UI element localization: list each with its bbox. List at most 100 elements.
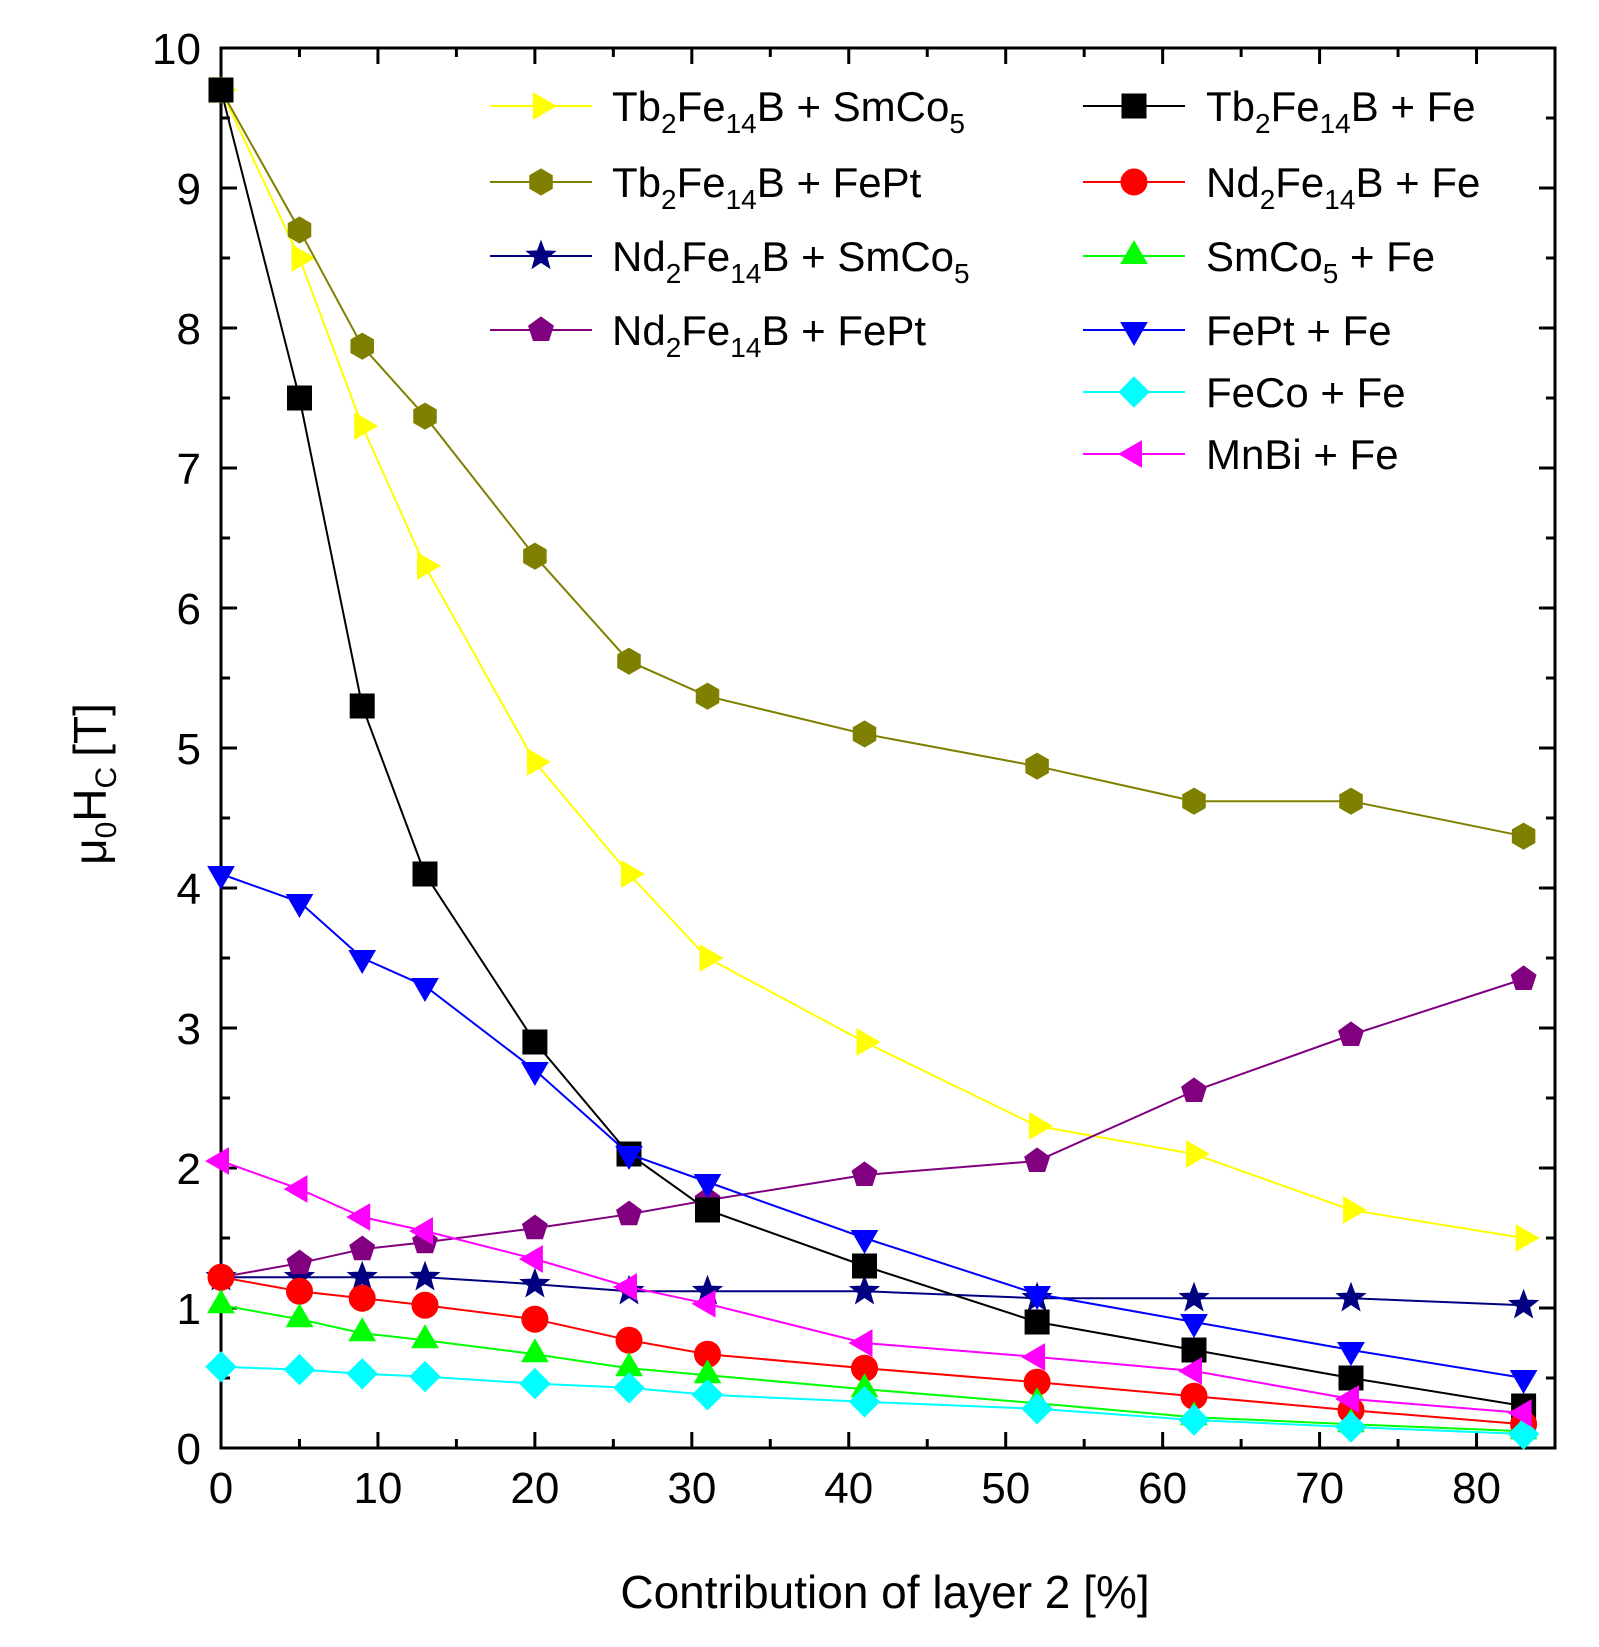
data-point bbox=[411, 1324, 439, 1349]
legend-entry: Tb2Fe14B + SmCo5 bbox=[490, 83, 965, 139]
data-point bbox=[848, 1386, 881, 1418]
data-point bbox=[408, 1217, 433, 1245]
y-tick-label: 5 bbox=[177, 725, 201, 774]
data-point bbox=[1181, 1077, 1207, 1103]
y-tick-label: 7 bbox=[177, 445, 201, 494]
x-tick-label: 40 bbox=[824, 1464, 873, 1513]
legend-label: FeCo + Fe bbox=[1206, 369, 1406, 416]
y-tick-label: 1 bbox=[177, 1285, 201, 1334]
x-tick-label: 70 bbox=[1295, 1464, 1344, 1513]
y-tick-label: 6 bbox=[177, 585, 201, 634]
data-point bbox=[615, 1326, 643, 1354]
data-point bbox=[1021, 1393, 1053, 1425]
data-point bbox=[207, 1289, 235, 1314]
legend-entry: Tb2Fe14B + FePt bbox=[490, 159, 922, 215]
data-point bbox=[518, 1245, 543, 1273]
x-tick-label: 10 bbox=[353, 1464, 402, 1513]
series-line bbox=[220, 89, 1524, 838]
data-point bbox=[1337, 1342, 1365, 1367]
data-point bbox=[621, 860, 646, 888]
x-tick-label: 0 bbox=[209, 1464, 233, 1513]
data-point bbox=[695, 682, 720, 710]
legend-label: SmCo5 + Fe bbox=[1206, 233, 1435, 289]
series-tb2fe14b-fe bbox=[208, 77, 1537, 1419]
data-point bbox=[616, 1200, 642, 1226]
data-point bbox=[523, 542, 547, 570]
legend-entry: Nd2Fe14B + FePt bbox=[490, 307, 926, 363]
data-point bbox=[1182, 787, 1206, 815]
series-line bbox=[220, 89, 1524, 1239]
data-point bbox=[1335, 1281, 1367, 1312]
data-point bbox=[693, 1174, 722, 1199]
series-layer bbox=[204, 76, 1540, 1450]
series-mnbi-fe bbox=[204, 1147, 1532, 1427]
x-tick-label: 50 bbox=[981, 1464, 1030, 1513]
x-tick-label: 60 bbox=[1138, 1464, 1187, 1513]
data-point bbox=[1021, 1343, 1046, 1371]
legend: Tb2Fe14B + SmCo5 Tb2Fe14B + FePt Nd2Fe14B … bbox=[490, 83, 1480, 478]
data-point bbox=[1338, 1365, 1364, 1391]
x-axis-label: Contribution of layer 2 [%] bbox=[620, 1566, 1149, 1618]
legend-marker bbox=[528, 316, 554, 342]
data-point bbox=[1334, 1385, 1359, 1413]
data-point bbox=[413, 402, 437, 430]
legend-marker bbox=[525, 239, 557, 270]
data-point bbox=[286, 1249, 313, 1275]
series-line bbox=[221, 1276, 1524, 1307]
data-point bbox=[1507, 1399, 1532, 1427]
legend-marker bbox=[1120, 322, 1148, 347]
legend-marker bbox=[533, 92, 558, 120]
data-point bbox=[521, 1214, 548, 1240]
data-point bbox=[1338, 1021, 1364, 1047]
data-point bbox=[208, 77, 234, 103]
data-point bbox=[348, 1317, 377, 1342]
legend-marker bbox=[1120, 239, 1148, 264]
data-point bbox=[848, 1274, 881, 1305]
data-point bbox=[521, 1062, 549, 1087]
data-point bbox=[204, 1147, 229, 1175]
legend-label: FePt + Fe bbox=[1206, 307, 1392, 354]
data-point bbox=[1335, 1411, 1367, 1443]
legend-label: Tb2Fe14B + FePt bbox=[612, 159, 922, 215]
data-point bbox=[851, 1161, 878, 1187]
legend-marker bbox=[1120, 168, 1148, 196]
data-point bbox=[526, 748, 551, 776]
data-point bbox=[346, 1203, 371, 1231]
data-point bbox=[354, 412, 379, 440]
y-tick-label: 2 bbox=[177, 1145, 201, 1194]
series-line bbox=[220, 1160, 1524, 1414]
x-tick-label: 20 bbox=[510, 1464, 559, 1513]
data-point bbox=[411, 1291, 439, 1319]
y-label-sub-c: C bbox=[90, 767, 123, 789]
legend-entry: SmCo5 + Fe bbox=[1083, 233, 1435, 289]
series-tb2fe14b-fept bbox=[209, 76, 1536, 850]
data-point bbox=[350, 332, 374, 360]
y-label-mu: μ bbox=[64, 838, 116, 865]
y-label-h: H bbox=[64, 788, 116, 821]
data-point bbox=[519, 1367, 551, 1400]
legend-entry: Nd2Fe14B + SmCo5 bbox=[490, 233, 970, 289]
data-point bbox=[346, 1358, 378, 1390]
data-point bbox=[349, 693, 375, 719]
y-tick-label: 10 bbox=[152, 25, 201, 74]
data-point bbox=[852, 1253, 877, 1279]
y-label-unit: [T] bbox=[64, 703, 116, 757]
legend-label: Tb2Fe14B + SmCo5 bbox=[612, 83, 965, 139]
legend-label: Tb2Fe14B + Fe bbox=[1206, 83, 1476, 139]
data-point bbox=[409, 1260, 441, 1291]
data-point bbox=[1023, 1286, 1051, 1311]
x-tick-label: 80 bbox=[1452, 1464, 1501, 1513]
data-point bbox=[411, 978, 439, 1003]
data-point bbox=[283, 1175, 308, 1203]
legend-entry: Tb2Fe14B + Fe bbox=[1083, 83, 1476, 139]
y-axis-label: μ0HC [T] bbox=[64, 703, 123, 865]
y-tick-label: 4 bbox=[177, 865, 201, 914]
series-nd2fe14b-fe bbox=[207, 1263, 1538, 1438]
data-point bbox=[409, 1360, 441, 1393]
data-point bbox=[1177, 1357, 1202, 1385]
series-line bbox=[220, 873, 1524, 1379]
data-point bbox=[1024, 1147, 1051, 1173]
y-label-sub-0: 0 bbox=[90, 822, 123, 839]
data-point bbox=[691, 1379, 724, 1411]
data-point bbox=[348, 1284, 376, 1312]
